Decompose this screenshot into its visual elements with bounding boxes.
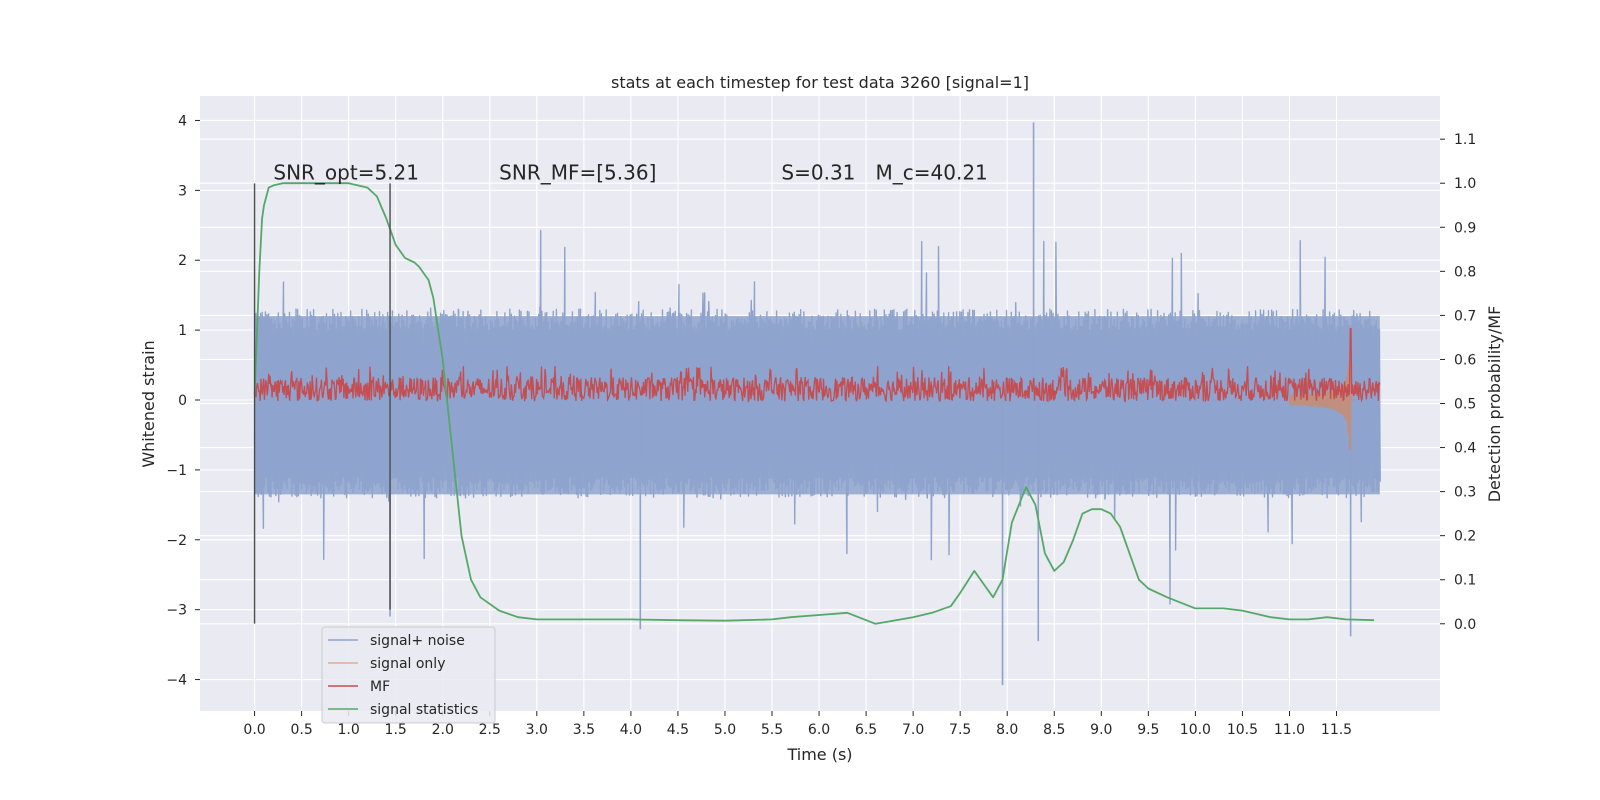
y2-tick-label: 0.2 [1454, 529, 1476, 545]
x-tick-label: 6.5 [855, 722, 877, 738]
chart-title: stats at each timestep for test data 326… [611, 73, 1029, 92]
legend-label-signal-only: signal only [370, 656, 445, 672]
annotation-text: SNR_MF=[5.36] [499, 160, 656, 184]
series-mf [253, 327, 1381, 404]
y-tick-label: −4 [166, 673, 187, 689]
x-tick-label: 4.5 [667, 722, 689, 738]
y2-axis-label: Detection probability/MF [1485, 306, 1504, 503]
series-signal-statistics [253, 182, 1375, 625]
x-tick-label: 2.0 [432, 722, 454, 738]
series-signal-noise [253, 122, 1381, 686]
signal-noise-core [254, 316, 1380, 495]
x-tick-label: 6.0 [808, 722, 830, 738]
legend-box [321, 626, 496, 724]
legend-label-mf: MF [370, 679, 390, 695]
x-tick-label: 8.5 [1043, 722, 1065, 738]
x-tick-label: 1.5 [385, 722, 407, 738]
y2-tick-label: 0.0 [1454, 617, 1476, 633]
y2-tick-label: 0.4 [1454, 441, 1476, 457]
legend: signal+ noise signal only MF signal stat… [321, 626, 496, 724]
x-tick-label: 5.5 [761, 722, 783, 738]
y2-tick-label: 0.6 [1454, 352, 1476, 368]
x-tick-label: 3.5 [573, 722, 595, 738]
y2-tick-label: 0.8 [1454, 264, 1476, 280]
x-tick-label: 0.0 [243, 722, 265, 738]
y-axis-label: Whitened strain [139, 340, 158, 467]
x-tick-label: 5.0 [714, 722, 736, 738]
x-tick-label: 9.0 [1090, 722, 1112, 738]
x-tick-label: 3.0 [526, 722, 548, 738]
annotation-text: SNR_opt=5.21 [273, 160, 419, 184]
x-tick-label: 7.5 [949, 722, 971, 738]
x-tick-label: 2.5 [479, 722, 501, 738]
legend-label-signal-noise: signal+ noise [370, 633, 465, 649]
annotations: SNR_opt=5.21 SNR_MF=[5.36] S=0.31 M_c=40.21 [273, 160, 987, 184]
y-tick-label: 2 [178, 253, 187, 269]
mf-line [253, 327, 1381, 404]
x-tick-label: 8.0 [996, 722, 1018, 738]
x-tick-label: 9.5 [1137, 722, 1159, 738]
y2-tick-label: 0.3 [1454, 485, 1476, 501]
y-tick-label: 4 [178, 113, 187, 129]
axis-ticks: 0.0 0.5 1.0 1.5 2.0 2.5 3.0 3.5 4.0 4.5 5.0 5.5 6.0 6… [166, 113, 1476, 738]
y2-tick-label: 0.7 [1454, 308, 1476, 324]
y-tick-label: −1 [166, 463, 187, 479]
x-tick-label: 7.0 [902, 722, 924, 738]
y-tick-label: −2 [166, 533, 187, 549]
y2-tick-label: 1.1 [1454, 132, 1476, 148]
annotation-text: M_c=40.21 [876, 160, 988, 184]
x-tick-label: 4.0 [620, 722, 642, 738]
y2-tick-label: 0.1 [1454, 573, 1476, 589]
annotation-text: S=0.31 [781, 160, 855, 184]
x-tick-label: 0.5 [290, 722, 312, 738]
x-axis-label: Time (s) [786, 745, 852, 764]
y-tick-label: 1 [178, 323, 187, 339]
y-tick-label: 0 [178, 393, 187, 409]
x-tick-label: 11.0 [1274, 722, 1305, 738]
y-tick-label: −3 [166, 603, 187, 619]
legend-label-signal-statistics: signal statistics [370, 702, 478, 718]
x-tick-label: 11.5 [1321, 722, 1352, 738]
x-tick-label: 1.0 [338, 722, 360, 738]
signal-statistics-line [253, 182, 1375, 625]
x-tick-label: 10.5 [1227, 722, 1258, 738]
y2-tick-label: 0.9 [1454, 220, 1476, 236]
y2-tick-label: 1.0 [1454, 176, 1476, 192]
y2-tick-label: 0.5 [1454, 397, 1476, 413]
x-tick-label: 10.0 [1180, 722, 1211, 738]
y-tick-label: 3 [178, 183, 187, 199]
vertical-markers [253, 183, 391, 624]
